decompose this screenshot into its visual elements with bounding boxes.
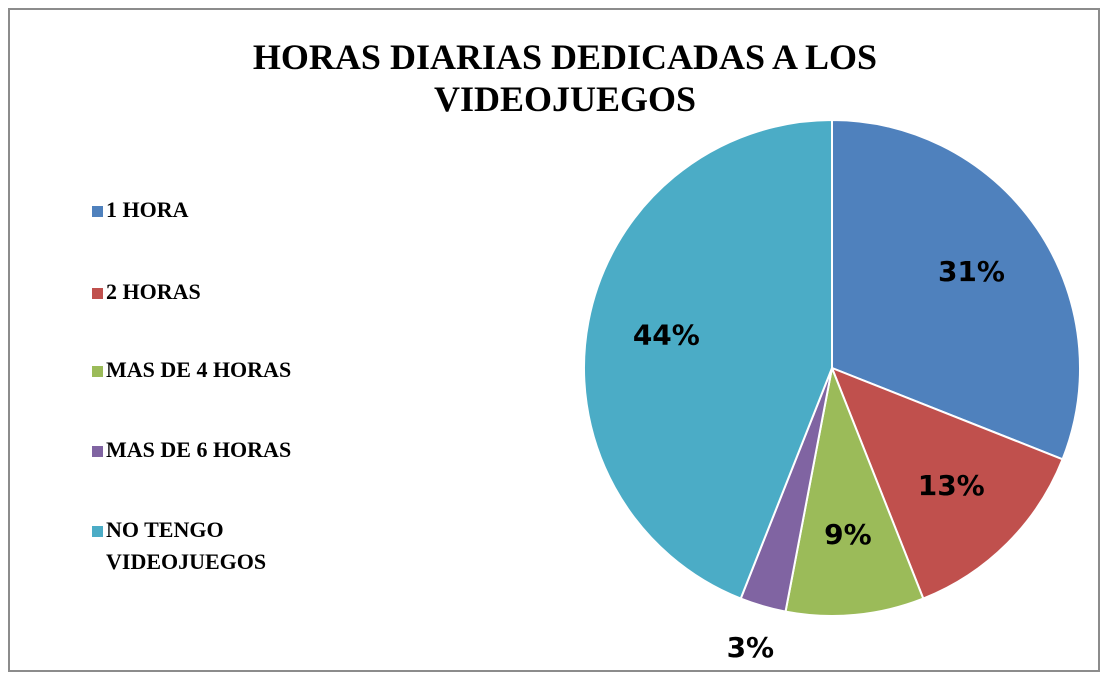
legend-item: 2 HORAS: [92, 276, 356, 308]
chart-frame: [8, 8, 1100, 672]
chart-title: HORAS DIARIAS DEDICADAS A LOS VIDEOJUEGO…: [252, 37, 878, 119]
legend-swatch: [92, 526, 103, 537]
pie-slice: [830, 366, 1064, 600]
legend-swatch: [92, 288, 103, 299]
legend-swatch: [92, 366, 103, 377]
legend-label: MAS DE 6 HORAS: [106, 437, 292, 462]
data-label: 9%: [824, 518, 872, 551]
legend-item: MAS DE 6 HORAS: [92, 434, 356, 466]
data-label: 31%: [938, 255, 1005, 288]
legend-label: 2 HORAS: [106, 279, 201, 304]
data-label: 3%: [727, 631, 775, 664]
data-label: 13%: [918, 469, 985, 502]
legend-item: MAS DE 4 HORAS: [92, 354, 356, 386]
legend-item: NO TENGO VIDEOJUEGOS: [92, 514, 356, 578]
legend-label: NO TENGO VIDEOJUEGOS: [106, 517, 267, 574]
legend-item: 1 HORA: [92, 194, 356, 226]
pie-slice: [583, 118, 833, 600]
legend-swatch: [92, 446, 103, 457]
data-label: 44%: [633, 318, 700, 351]
legend-label: 1 HORA: [106, 197, 189, 222]
pie-slice: [784, 364, 925, 617]
pie-slice: [831, 118, 1081, 461]
legend-label: MAS DE 4 HORAS: [106, 357, 292, 382]
legend-swatch: [92, 206, 103, 217]
